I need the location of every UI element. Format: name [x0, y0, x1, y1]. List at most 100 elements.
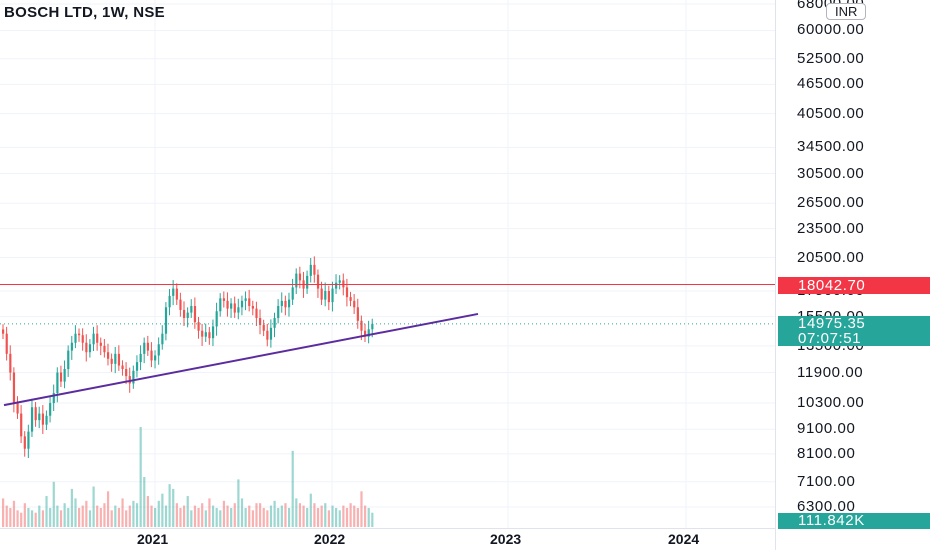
candle-body: [150, 350, 153, 361]
candle-body: [342, 280, 345, 288]
time-tick-2022: 2022: [314, 531, 346, 547]
volume-bar: [12, 500, 16, 527]
price-tick: 23500.00: [797, 219, 865, 237]
volume-bar: [269, 505, 273, 527]
candle-body: [280, 300, 283, 307]
volume-bar: [30, 510, 34, 527]
volume-bar: [201, 503, 204, 527]
volume-bar: [211, 505, 215, 527]
volume-bar: [197, 507, 200, 527]
volume-bar: [230, 507, 233, 527]
candle-body: [70, 342, 73, 351]
volume-bar: [27, 507, 30, 527]
volume-bar: [367, 507, 370, 527]
chart-area[interactable]: BOSCH LTD, 1W, NSE: [0, 0, 775, 528]
volume-bar: [291, 450, 294, 527]
volume-bar: [9, 507, 12, 527]
volume-bar: [342, 505, 345, 527]
candle-body: [230, 303, 233, 309]
candle-body: [179, 299, 182, 310]
price-tick: 20500.00: [797, 248, 865, 266]
candle-body: [353, 300, 356, 308]
volume-bar: [233, 503, 236, 527]
price-tick: 52500.00: [797, 49, 865, 67]
candle-body: [201, 330, 204, 337]
candle-body: [320, 288, 323, 300]
volume-bar: [2, 498, 5, 527]
volume-bar: [204, 510, 207, 527]
candle-body: [237, 307, 240, 313]
candle-body: [345, 287, 349, 298]
candle-body: [360, 320, 363, 331]
volume-bar: [306, 507, 309, 527]
volume-bar: [298, 503, 302, 527]
candle-body: [74, 333, 77, 343]
candle-body: [262, 324, 265, 331]
candle-body: [9, 353, 12, 373]
candle-body: [266, 330, 269, 340]
currency-button[interactable]: INR: [826, 3, 867, 20]
volume-bar: [309, 493, 312, 527]
volume-bar: [353, 505, 356, 527]
candle-body: [146, 342, 149, 351]
volume-bar: [371, 512, 374, 527]
time-tick-2024: 2024: [668, 531, 700, 547]
volume-bar: [172, 488, 175, 527]
volume-bar: [154, 507, 157, 527]
last-price-badge: 14975.35: [778, 316, 930, 331]
price-tick: 11900.00: [797, 363, 864, 381]
volume-bar: [335, 507, 338, 527]
price-tick: 8100.00: [797, 444, 856, 462]
candle-body: [240, 300, 244, 308]
candle-body: [132, 370, 135, 384]
volume-bar: [302, 505, 305, 527]
candle-body: [27, 431, 30, 449]
candle-body: [143, 342, 146, 354]
volume-bar: [183, 505, 186, 527]
time-scale[interactable]: [0, 528, 775, 551]
volume-bar: [287, 507, 291, 527]
candle-body: [356, 307, 359, 321]
price-scale[interactable]: [775, 0, 932, 550]
volume-bar: [255, 503, 258, 527]
volume-bar: [219, 510, 222, 527]
volume-bar: [103, 503, 106, 527]
candle-body: [269, 327, 273, 340]
price-chart[interactable]: [0, 0, 775, 528]
candle-body: [114, 353, 117, 364]
trendline: [3, 312, 479, 407]
candle-body: [291, 287, 294, 300]
price-tick: 6300.00: [797, 498, 856, 515]
volume-bar: [41, 510, 45, 527]
candle-body: [56, 372, 59, 394]
volume-bar: [81, 505, 84, 527]
candle-body: [251, 306, 254, 309]
volume-bar: [106, 491, 110, 527]
volume-bar: [320, 505, 323, 527]
candle-body: [78, 333, 81, 336]
candle-body: [175, 288, 178, 300]
volume-bar: [237, 479, 240, 527]
candle-body: [259, 318, 262, 325]
volume-bar: [114, 505, 117, 527]
volume-bar: [49, 507, 52, 527]
volume-bar: [143, 477, 146, 527]
candle-body: [338, 280, 341, 283]
candle-body: [125, 369, 128, 377]
candle-body: [204, 332, 207, 337]
candle-body: [121, 365, 124, 370]
volume-bar: [164, 505, 168, 527]
volume-bar: [78, 507, 81, 527]
volume-bar: [248, 505, 251, 527]
candle-body: [2, 329, 5, 334]
volume-bar: [45, 496, 48, 527]
volume-bar: [34, 512, 37, 527]
candle-body: [67, 350, 70, 370]
volume-bar: [190, 510, 193, 527]
time-tick-2021: 2021: [137, 531, 169, 547]
volume-bar: [360, 491, 363, 527]
volume-bar: [313, 503, 316, 527]
candle-body: [45, 415, 48, 425]
candle-body: [193, 306, 197, 323]
candle-body: [5, 333, 8, 354]
